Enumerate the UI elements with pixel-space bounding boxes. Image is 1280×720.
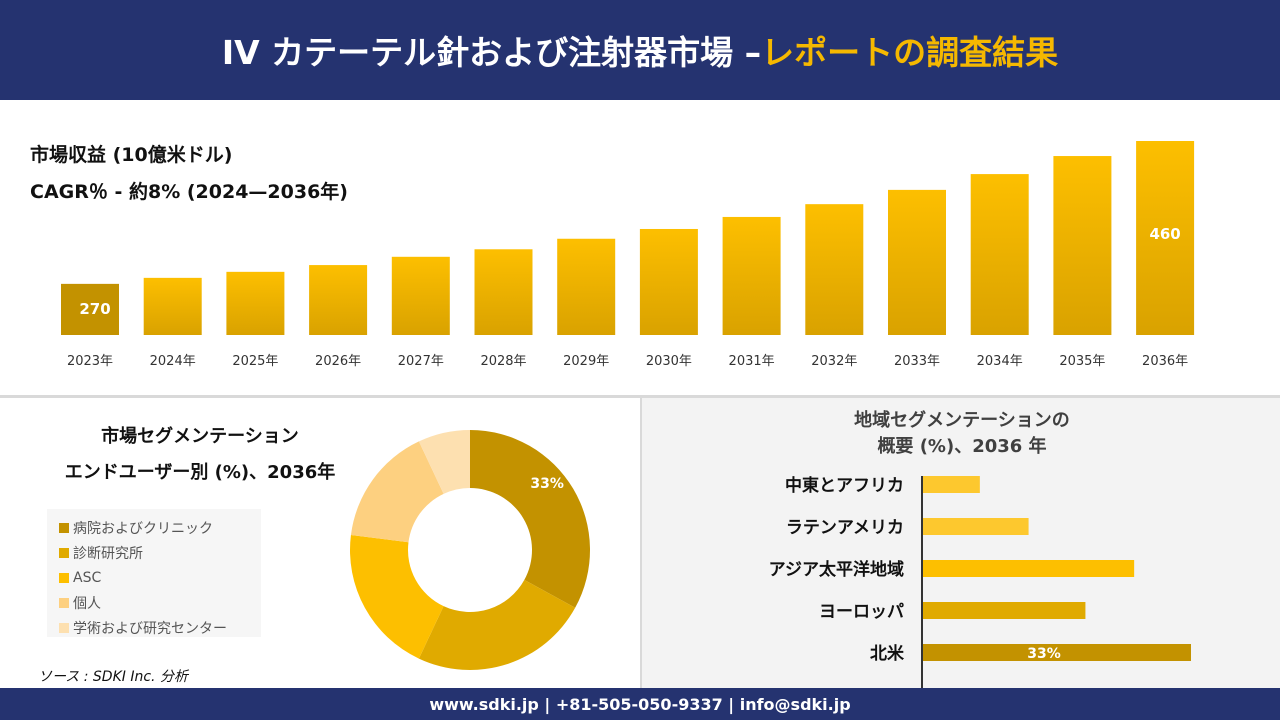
donut-title-1: 市場セグメンテーション: [101, 426, 299, 447]
legend-label: ASC: [73, 569, 102, 586]
bar-アジア太平洋地域: [923, 560, 1135, 577]
category-label: 北米: [870, 643, 905, 664]
donut-title-2: エンドユーザー別 (%)、2036年: [64, 462, 336, 483]
donut-slice-4: [418, 430, 470, 494]
legend-item: 診断研究所: [59, 540, 249, 565]
category-label: 中東とアフリカ: [785, 475, 904, 496]
legend-item: 個人: [59, 590, 249, 615]
bar-2033年: [888, 189, 946, 335]
bar-2028年: [474, 249, 533, 335]
title-main: IV カテーテル針および注射器市場 –: [221, 33, 762, 72]
legend-item: 学術および研究センター: [59, 615, 249, 640]
bar-2035年: [1053, 156, 1112, 335]
bar-北米: [923, 644, 1191, 661]
x-tick-label: 2033年: [894, 354, 940, 369]
donut-slice-2: [349, 534, 444, 659]
region-title-1: 地域セグメンテーションの: [854, 410, 1070, 431]
data-label: 460: [1149, 225, 1180, 243]
x-tick-label: 2026年: [315, 354, 361, 369]
revenue-chart-title: 市場収益 (10億米ドル): [30, 144, 233, 166]
bar-2024年: [143, 277, 202, 335]
bar-ラテンアメリカ: [923, 518, 1029, 535]
legend-swatch: [59, 597, 69, 608]
x-tick-label: 2023年: [67, 354, 113, 369]
bar-2027年: [391, 256, 450, 335]
legend-swatch: [59, 622, 69, 633]
legend-item: 病院およびクリニック: [59, 515, 249, 540]
bar-2030年: [639, 228, 698, 335]
region-title-2: 概要 (%)、2036 年: [877, 436, 1047, 457]
bar-中東とアフリカ: [923, 476, 980, 493]
donut-slice-1: [418, 579, 576, 670]
end-user-section: 市場セグメンテーション エンドユーザー別 (%)、2036年 病院およびクリニッ…: [0, 398, 640, 688]
source-note: ソース : SDKI Inc. 分析: [38, 669, 188, 685]
bar-2036年: [1136, 141, 1195, 335]
x-tick-label: 2025年: [232, 354, 278, 369]
bar-ヨーロッパ: [923, 602, 1086, 619]
x-tick-label: 2024年: [150, 354, 196, 369]
revenue-section: 市場収益 (10億米ドル) CAGR％ - 約8% (2024—2036年) 2…: [0, 100, 1280, 395]
data-label: 33%: [530, 476, 564, 492]
bar-2026年: [309, 265, 368, 335]
bar-2029年: [557, 238, 616, 335]
legend-item: ASC: [59, 565, 249, 590]
donut-slice-3: [350, 441, 444, 543]
donut-chart: 33%: [349, 430, 591, 670]
x-tick-label: 2036年: [1142, 354, 1188, 369]
region-section: 地域セグメンテーションの 概要 (%)、2036 年 中東とアフリカ ラテンアメリ…: [640, 398, 1280, 688]
data-label: 33%: [1027, 646, 1061, 662]
title-accent: レポートの調査結果: [761, 33, 1059, 72]
legend-label: 学術および研究センター: [73, 620, 227, 637]
x-tick-label: 2027年: [398, 354, 444, 369]
cagr-subtitle: CAGR％ - 約8% (2024—2036年): [30, 181, 348, 203]
x-tick-label: 2034年: [977, 354, 1023, 369]
x-tick-label: 2029年: [563, 354, 609, 369]
legend-swatch: [59, 572, 69, 583]
x-tick-label: 2031年: [729, 354, 775, 369]
x-tick-label: 2032年: [811, 354, 857, 369]
bar-2032年: [805, 204, 864, 335]
bar-2025年: [226, 271, 285, 335]
bar-2031年: [722, 216, 781, 335]
data-label: 270: [79, 300, 110, 318]
x-tick-label: 2030年: [646, 354, 692, 369]
legend-swatch: [59, 522, 69, 533]
header-banner: IV カテーテル針および注射器市場 – レポートの調査結果: [0, 0, 1280, 100]
legend-swatch: [59, 547, 69, 558]
legend-label: 診断研究所: [73, 545, 143, 562]
footer-contact: www.sdki.jp | +81-505-050-9337 | info@sd…: [0, 688, 1280, 720]
x-tick-label: 2035年: [1059, 354, 1105, 369]
legend-label: 病院およびクリニック: [73, 520, 213, 537]
category-label: ヨーロッパ: [819, 602, 904, 622]
legend-label: 個人: [73, 595, 101, 612]
revenue-bar-chart: 2023年 270 2024年 2025年 2026年 2027年 2028年 2029年 20…: [61, 141, 1195, 369]
category-label: アジア太平洋地域: [769, 559, 904, 580]
donut-legend: 病院およびクリニック 診断研究所 ASC 個人学術および研究センター: [47, 509, 261, 637]
donut-slice-0: [470, 430, 591, 608]
category-label: ラテンアメリカ: [786, 518, 904, 538]
bar-2034年: [970, 174, 1029, 335]
x-tick-label: 2028年: [480, 354, 526, 369]
divider: [0, 395, 1280, 398]
bar-2023年: [61, 283, 119, 335]
